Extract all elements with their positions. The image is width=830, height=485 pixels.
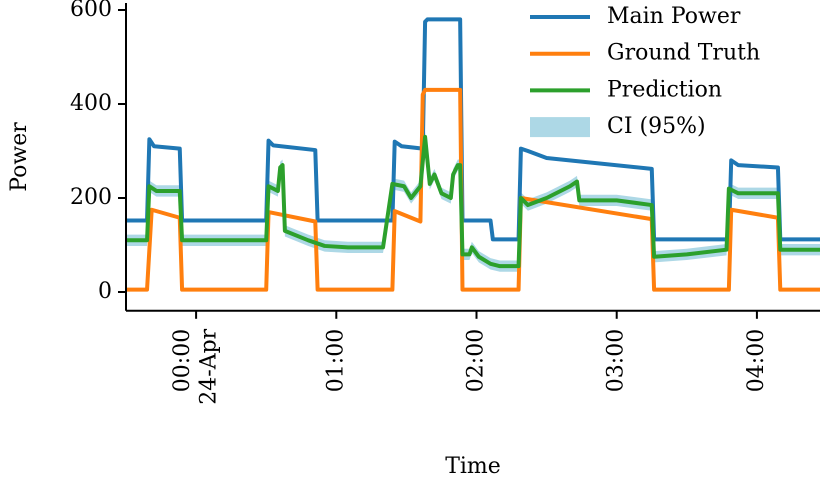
legend-label: CI (95%): [607, 114, 706, 139]
y-axis-label: Power: [7, 122, 32, 192]
legend-label: Main Power: [607, 4, 741, 29]
y-tick-label: 400: [70, 91, 112, 116]
x-axis-label: Time: [445, 454, 501, 479]
y-tick-label: 0: [98, 279, 112, 304]
x-tick-label: 03:00: [604, 329, 629, 392]
legend-label: Ground Truth: [607, 41, 760, 66]
x-tick-label: 04:00: [744, 329, 769, 392]
legend-swatch: [530, 117, 590, 138]
series-line: [126, 17, 820, 242]
series-line: [126, 87, 820, 292]
x-tick-label: 01:00: [323, 329, 348, 392]
series-line: [126, 134, 820, 269]
x-tick-label: 00:0024-Apr: [170, 328, 221, 404]
y-tick-label: 600: [70, 0, 112, 22]
x-tick-label: 02:00: [464, 329, 489, 392]
y-tick-label: 200: [70, 185, 112, 210]
legend-label: Prediction: [607, 77, 722, 102]
